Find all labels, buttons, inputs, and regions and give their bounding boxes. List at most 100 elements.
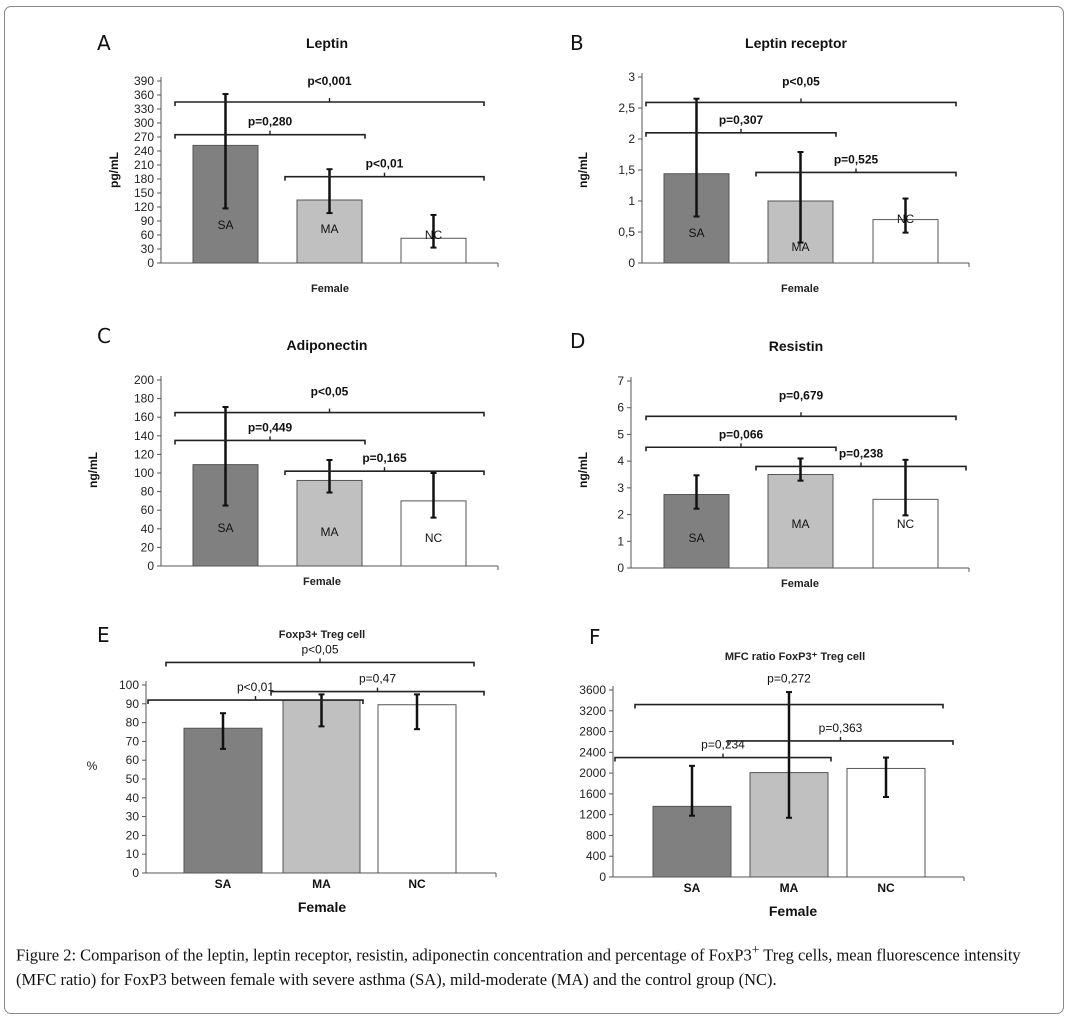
y-tick-label: 4 — [617, 454, 624, 468]
p-value-label: p=0,238 — [839, 446, 884, 460]
y-tick-label: 5 — [617, 427, 624, 441]
bar-label-ma: MA — [321, 222, 339, 236]
y-tick-label: 120 — [134, 447, 154, 461]
bar-label-sa: SA — [217, 521, 233, 535]
y-tick-label: 0 — [599, 870, 606, 884]
y-axis-title: ng/mL — [86, 452, 100, 488]
bar-label-nc: NC — [425, 531, 443, 545]
p-value-label: p=0,165 — [362, 451, 407, 465]
p-value-label: p<0,01 — [366, 157, 404, 171]
p-value-label: p=0,47 — [359, 672, 396, 686]
bar-label-nc: NC — [897, 517, 915, 531]
bar-ma — [282, 699, 361, 874]
bracket-line — [174, 411, 485, 417]
bar-label-sa: SA — [688, 531, 704, 545]
y-axis-title: ng/mL — [576, 152, 590, 188]
y-tick-label: 30 — [141, 242, 155, 256]
y-tick-label: 10 — [126, 847, 140, 861]
chart-panel-d: D Resistin 0 1 2 3 4 5 6 7 ng/mL Female SA MA NC p=0,67… — [570, 329, 970, 590]
x-tick-label-nc: NC — [408, 877, 426, 891]
y-tick-label: 140 — [134, 429, 154, 443]
chart-title: MFC ratio FoxP3⁺ Treg cell — [725, 651, 865, 663]
y-tick-label: 1 — [628, 194, 635, 208]
x-tick-label-sa: SA — [684, 881, 701, 895]
y-tick-label: 50 — [126, 772, 140, 786]
y-tick-label: 2,5 — [618, 101, 635, 115]
y-tick-label: 60 — [126, 753, 140, 767]
significance-bracket: p=0,679 — [645, 388, 957, 421]
significance-bracket: p<0,01 — [284, 157, 485, 181]
chart-panel-b: B Leptin receptor 0 0,5 1 1,5 2 2,5 3 ng/mL Female… — [570, 31, 970, 295]
y-tick-label: 270 — [134, 130, 154, 144]
y-tick-label: 2 — [617, 508, 624, 522]
bracket-line — [270, 690, 485, 696]
significance-bracket: p=0,47 — [270, 672, 485, 696]
figure-frame — [4, 6, 1064, 1014]
bracket-line — [174, 439, 366, 445]
significance-bracket: p=0,363 — [727, 721, 954, 745]
p-value-label: p<0,05 — [301, 642, 338, 656]
p-value-label: p<0,05 — [311, 385, 349, 399]
chart-title: Resistin — [769, 338, 823, 354]
x-axis-title: Female — [303, 576, 341, 588]
p-value-label: p<0,001 — [307, 74, 352, 88]
bar-label-sa: SA — [217, 218, 233, 232]
y-tick-label: 0 — [628, 256, 635, 270]
y-tick-label: 60 — [141, 228, 155, 242]
y-tick-label: 100 — [134, 466, 154, 480]
bracket-line — [645, 415, 957, 421]
y-tick-label: 400 — [586, 849, 606, 863]
y-tick-label: 1200 — [579, 808, 606, 822]
y-tick-label: 100 — [119, 678, 139, 692]
y-tick-label: 3600 — [579, 683, 606, 697]
y-tick-label: 800 — [586, 828, 606, 842]
significance-bracket: p<0,05 — [174, 385, 485, 417]
y-tick-label: 2800 — [579, 725, 606, 739]
panel-letter: E — [97, 623, 110, 647]
y-tick-label: 1,5 — [618, 163, 635, 177]
y-tick-label: 180 — [134, 392, 154, 406]
figure-panels: A Leptin030609012015018021024027030033036… — [86, 31, 970, 919]
significance-bracket: p=0,272 — [634, 672, 944, 709]
y-axis-title: pg/mL — [107, 152, 121, 188]
bar-label-sa: SA — [688, 226, 704, 240]
significance-bracket: p=0,449 — [174, 420, 366, 445]
caption-label: Figure 2: — [16, 945, 77, 965]
chart-title: Leptin — [306, 35, 348, 51]
y-tick-label: 160 — [134, 410, 154, 424]
chart-title: Adiponectin — [287, 337, 368, 353]
bar-sa — [652, 805, 732, 878]
bar-label-ma: MA — [792, 240, 810, 254]
significance-bracket: p<0,05 — [645, 74, 957, 107]
y-axis-title: % — [87, 759, 98, 773]
significance-bracket: p<0,01 — [147, 680, 364, 705]
significance-bracket: p=0,280 — [174, 115, 366, 139]
chart-panel-f: F MFC ratio FoxP3⁺ Treg cell 0 400 800 1200 16… — [579, 625, 965, 919]
bar-nc — [377, 704, 457, 874]
p-value-label: p=0,307 — [719, 113, 764, 127]
y-tick-label: 0 — [617, 561, 624, 575]
bracket-line — [174, 101, 485, 106]
bracket-line — [614, 756, 832, 762]
x-tick-label-sa: SA — [215, 877, 232, 891]
p-value-label: p<0,01 — [237, 680, 274, 694]
y-tick-label: 1600 — [579, 787, 606, 801]
bracket-line — [165, 661, 475, 667]
bar-label-ma: MA — [321, 525, 339, 539]
x-axis-title: Female — [769, 903, 817, 919]
y-tick-label: 6 — [617, 401, 624, 415]
caption-sup: + — [751, 942, 760, 957]
significance-bracket: p<0,05 — [165, 642, 475, 667]
y-tick-label: 1 — [617, 534, 624, 548]
y-tick-label: 40 — [141, 522, 155, 536]
y-tick-label: 0,5 — [618, 225, 635, 239]
bracket-line — [755, 465, 967, 471]
y-tick-label: 70 — [126, 734, 140, 748]
y-tick-label: 150 — [134, 186, 154, 200]
y-tick-label: 0 — [147, 256, 154, 270]
p-value-label: p<0,05 — [782, 74, 820, 88]
significance-bracket: p=0,525 — [755, 152, 957, 177]
panel-letter: D — [570, 329, 585, 353]
y-tick-label: 90 — [141, 214, 155, 228]
y-tick-label: 3200 — [579, 704, 606, 718]
